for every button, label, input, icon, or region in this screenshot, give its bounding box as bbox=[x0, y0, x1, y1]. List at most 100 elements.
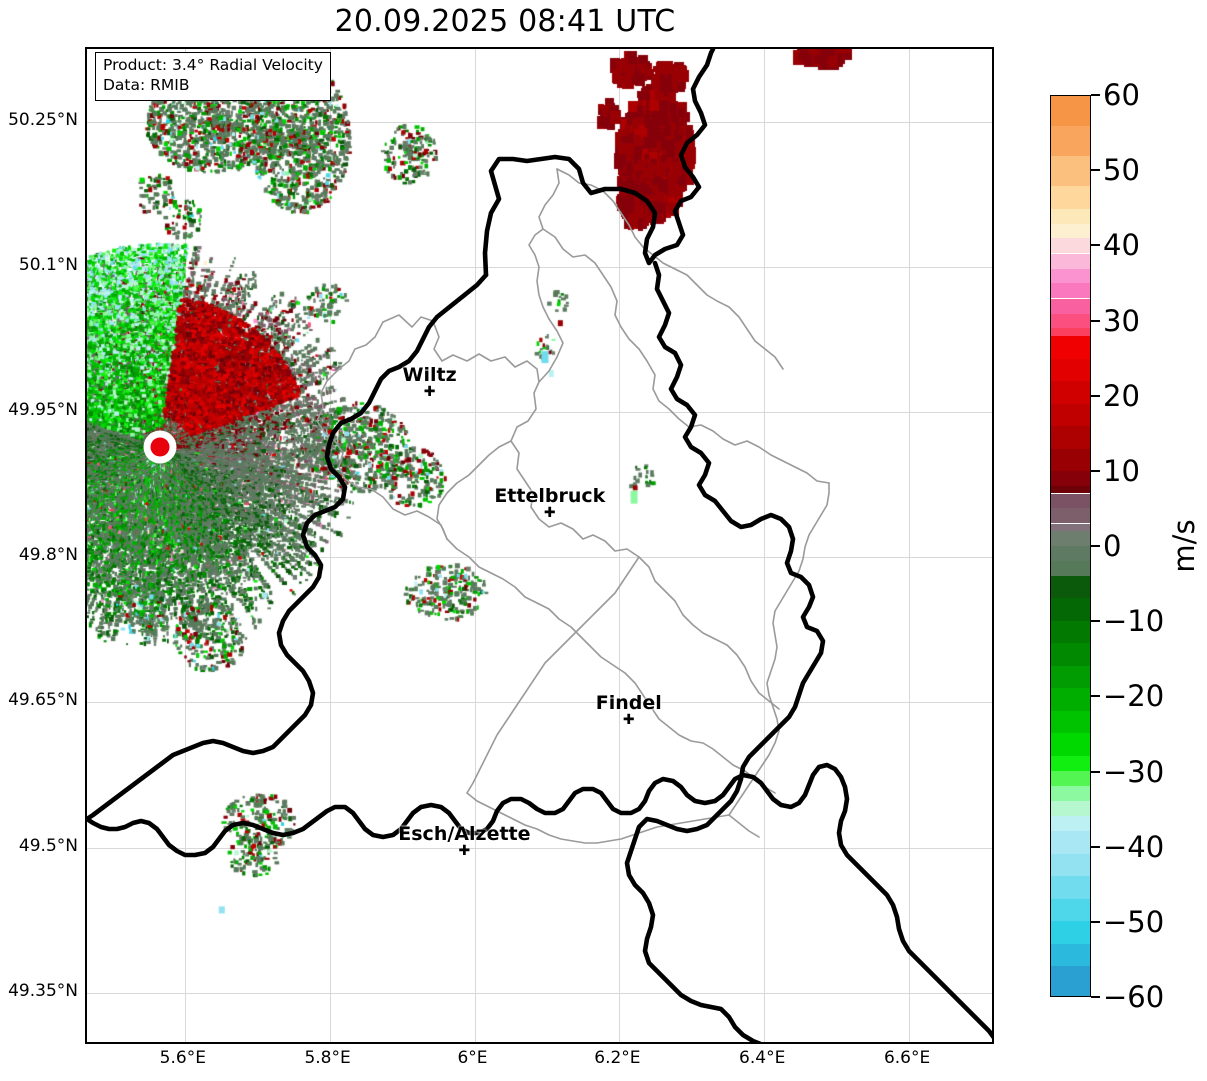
colorbar-segment-41 bbox=[1051, 853, 1090, 876]
colorbar-segment-25 bbox=[1051, 546, 1090, 561]
colorbar-ticks: 60 50 40 30 20 10 0 −10 −20 −30 −40 −50 −60 bbox=[1091, 78, 1201, 1014]
colorbar-segment-39 bbox=[1051, 816, 1090, 831]
y-tick-label-0: 50.25°N bbox=[8, 109, 78, 130]
colorbar-gradient bbox=[1050, 95, 1091, 997]
colorbar-tick-12 bbox=[1091, 996, 1100, 998]
colorbar-tick-label-4: 20 bbox=[1103, 378, 1140, 413]
colorbar-tick-label-12: −60 bbox=[1103, 980, 1165, 1014]
colorbar-segment-19 bbox=[1051, 471, 1090, 486]
colorbar-segment-32 bbox=[1051, 688, 1090, 711]
radar-site-marker bbox=[150, 437, 170, 457]
colorbar-tick-label-5: 10 bbox=[1103, 453, 1140, 488]
colorbar-segment-3 bbox=[1051, 186, 1090, 209]
borders-layer bbox=[87, 49, 992, 1042]
x-tick-label-3: 6.2°E bbox=[594, 1048, 641, 1068]
colorbar-segment-46 bbox=[1051, 966, 1090, 996]
colorbar-segment-11 bbox=[1051, 313, 1090, 329]
colorbar-segment-27 bbox=[1051, 575, 1090, 599]
colorbar-segment-31 bbox=[1051, 665, 1090, 689]
colorbar-segment-42 bbox=[1051, 876, 1090, 899]
colorbar-segment-37 bbox=[1051, 786, 1090, 801]
colorbar-segment-33 bbox=[1051, 710, 1090, 734]
colorbar-segment-23 bbox=[1051, 523, 1090, 531]
colorbar-tick-1 bbox=[1091, 169, 1100, 172]
colorbar-segment-0 bbox=[1051, 96, 1090, 126]
y-tick-label-3: 49.8°N bbox=[18, 545, 78, 566]
colorbar-segment-22 bbox=[1051, 508, 1090, 524]
colorbar bbox=[1050, 95, 1091, 997]
colorbar-tick-label-6: 0 bbox=[1103, 529, 1122, 563]
x-tick-label-5: 6.6°E bbox=[883, 1048, 931, 1068]
colorbar-tick-label-7: −10 bbox=[1103, 604, 1165, 639]
colorbar-tick-label-10: −40 bbox=[1103, 829, 1165, 864]
colorbar-tick-label-3: 30 bbox=[1103, 303, 1140, 338]
colorbar-tick-10 bbox=[1091, 845, 1100, 848]
city-label-wiltz: Wiltz bbox=[402, 363, 457, 386]
colorbar-segment-40 bbox=[1051, 831, 1090, 854]
colorbar-tick-5 bbox=[1091, 469, 1100, 472]
city-label-ettelbruck: Ettelbruck bbox=[494, 484, 606, 507]
colorbar-segment-1 bbox=[1051, 125, 1090, 156]
colorbar-segment-44 bbox=[1051, 921, 1090, 944]
colorbar-segment-2 bbox=[1051, 156, 1090, 186]
city-label-esch-alzette: Esch/Alzette bbox=[398, 823, 531, 846]
colorbar-title: m/s bbox=[1159, 0, 1207, 1081]
colorbar-tick-11 bbox=[1091, 920, 1100, 923]
colorbar-tick-3 bbox=[1091, 319, 1100, 322]
y-tick-label-2: 49.95°N bbox=[8, 400, 78, 420]
colorbar-segment-21 bbox=[1051, 493, 1090, 509]
colorbar-segment-8 bbox=[1051, 268, 1090, 284]
colorbar-segment-7 bbox=[1051, 253, 1090, 269]
y-axis: 50.25°N 50.1°N 49.95°N 49.8°N 49.65°N 49.5°N 4… bbox=[0, 47, 78, 1044]
data-source-line: Data: RMIB bbox=[103, 75, 190, 94]
colorbar-unit-label: m/s bbox=[1167, 519, 1201, 573]
colorbar-tick-0 bbox=[1091, 94, 1100, 96]
product-line: Product: 3.4° Radial Velocity bbox=[103, 56, 323, 74]
colorbar-segment-14 bbox=[1051, 358, 1090, 381]
colorbar-segment-18 bbox=[1051, 448, 1090, 471]
colorbar-tick-label-11: −50 bbox=[1103, 904, 1165, 939]
y-tick-label-6: 49.35°N bbox=[8, 980, 78, 1001]
colorbar-segment-9 bbox=[1051, 283, 1090, 299]
x-axis: 5.6°E 5.8°E 6°E 6.2°E 6.4°E 6.6°E bbox=[85, 1048, 994, 1078]
colorbar-tick-label-9: −30 bbox=[1103, 754, 1165, 789]
colorbar-segment-38 bbox=[1051, 800, 1090, 816]
x-tick-label-1: 5.8°E bbox=[304, 1048, 351, 1068]
colorbar-segment-29 bbox=[1051, 620, 1090, 644]
colorbar-segment-13 bbox=[1051, 336, 1090, 359]
city-label-findel: Findel bbox=[595, 691, 662, 714]
plot-inner: Wiltz ✚ Ettelbruck ✚ Findel ✚ Esch/Alzette ✚ Pr… bbox=[87, 49, 992, 1042]
colorbar-segment-4 bbox=[1051, 208, 1090, 224]
x-tick-label-4: 6.4°E bbox=[739, 1048, 786, 1068]
colorbar-segment-36 bbox=[1051, 771, 1090, 786]
colorbar-tick-label-1: 50 bbox=[1103, 153, 1140, 188]
x-tick-label-0: 5.6°E bbox=[159, 1048, 206, 1068]
colorbar-tick-8 bbox=[1091, 695, 1100, 698]
colorbar-segment-24 bbox=[1051, 530, 1090, 546]
colorbar-segment-43 bbox=[1051, 898, 1090, 921]
colorbar-segment-34 bbox=[1051, 733, 1090, 756]
colorbar-segment-10 bbox=[1051, 298, 1090, 314]
colorbar-segment-5 bbox=[1051, 223, 1090, 239]
colorbar-tick-9 bbox=[1091, 770, 1100, 773]
y-tick-label-5: 49.5°N bbox=[18, 835, 78, 856]
colorbar-segment-16 bbox=[1051, 403, 1090, 426]
product-info-box: Product: 3.4° Radial Velocity Data: RMIB bbox=[95, 52, 331, 101]
city-marker-esch-alzette: ✚ bbox=[458, 843, 471, 860]
colorbar-segment-17 bbox=[1051, 426, 1090, 449]
city-marker-ettelbruck: ✚ bbox=[543, 504, 556, 521]
page-title: 20.09.2025 08:41 UTC bbox=[334, 4, 676, 39]
colorbar-segment-45 bbox=[1051, 943, 1090, 966]
colorbar-segment-35 bbox=[1051, 755, 1090, 771]
y-tick-label-4: 49.65°N bbox=[8, 690, 78, 711]
colorbar-tick-4 bbox=[1091, 394, 1100, 397]
colorbar-tick-label-0: 60 bbox=[1103, 78, 1140, 112]
city-marker-findel: ✚ bbox=[622, 711, 635, 728]
x-tick-label-2: 6°E bbox=[457, 1048, 488, 1068]
colorbar-tick-label-8: −20 bbox=[1103, 679, 1165, 714]
colorbar-segment-20 bbox=[1051, 485, 1090, 494]
radar-map-plot[interactable]: Wiltz ✚ Ettelbruck ✚ Findel ✚ Esch/Alzette ✚ Pr… bbox=[85, 47, 994, 1044]
colorbar-segment-6 bbox=[1051, 238, 1090, 254]
colorbar-segment-12 bbox=[1051, 328, 1090, 336]
colorbar-tick-7 bbox=[1091, 620, 1100, 623]
